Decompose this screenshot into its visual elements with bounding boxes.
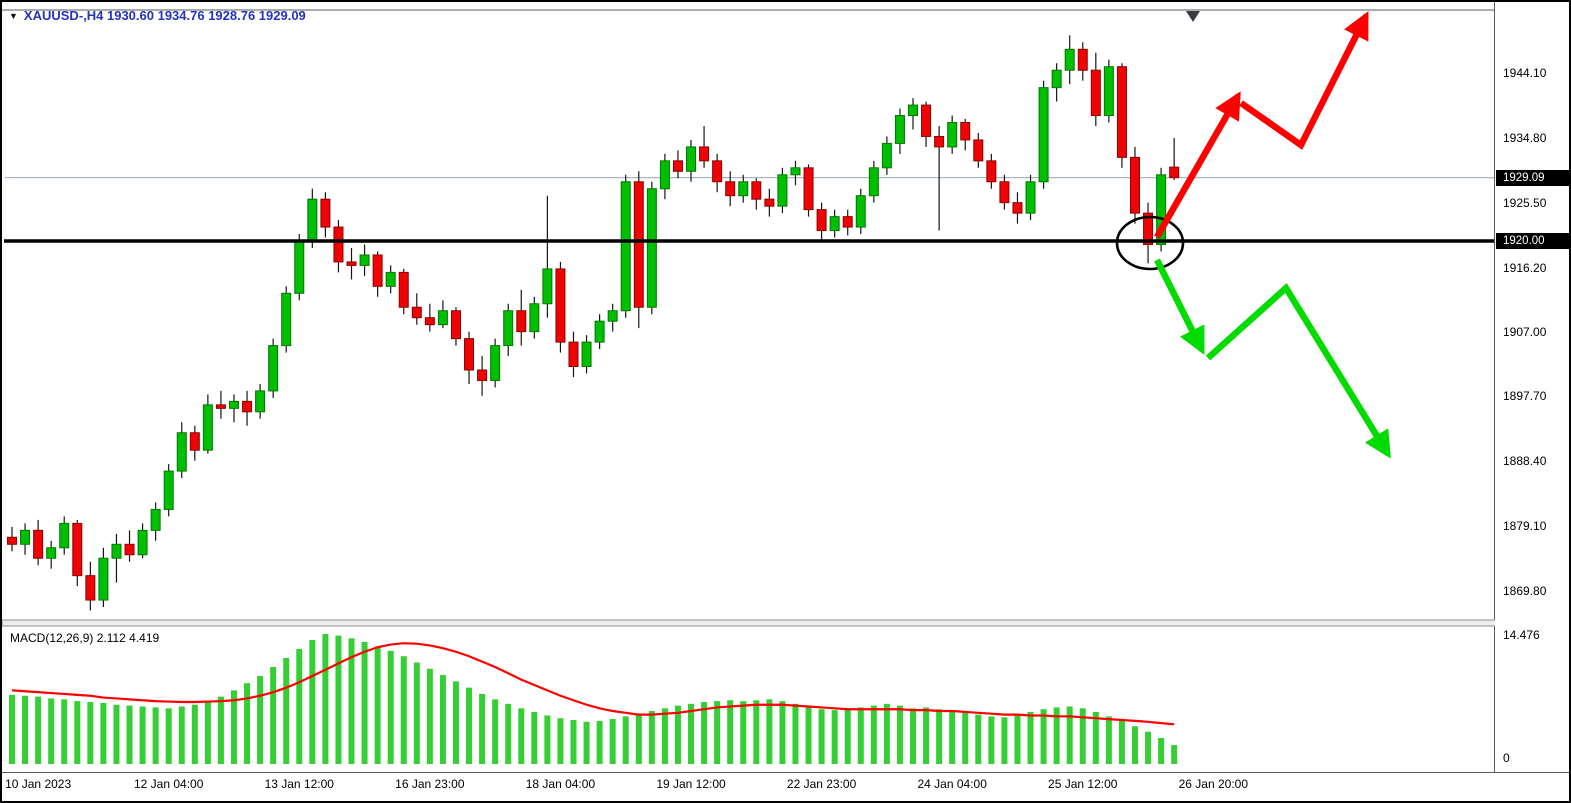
time-tick-label: 16 Jan 23:00 — [395, 777, 465, 791]
symbol-ohlc-text: XAUUSD-,H4 1930.60 1934.76 1928.76 1929.… — [23, 8, 306, 23]
time-tick-label: 10 Jan 2023 — [5, 777, 72, 791]
price-tick-label: 1897.70 — [1503, 389, 1547, 404]
chart-shift-marker-icon[interactable] — [1186, 11, 1200, 22]
level-price-badge: 1920.00 — [1496, 233, 1569, 250]
macd-axis-max-label: 14.476 — [1503, 628, 1540, 642]
price-tick-label: 1888.40 — [1503, 454, 1547, 469]
price-tick-label: 1934.80 — [1503, 130, 1547, 145]
macd-indicator-label: MACD(12,26,9) 2.112 4.419 — [10, 631, 160, 645]
price-axis[interactable]: 1929.09 1920.00 1944.10 1934.80 1925.50 191… — [1495, 2, 1569, 772]
current-price-badge: 1929.09 — [1496, 169, 1569, 186]
time-tick-label: 24 Jan 04:00 — [917, 777, 987, 791]
price-tick-label: 1925.50 — [1503, 195, 1547, 210]
time-tick-label: 26 Jan 20:00 — [1178, 777, 1249, 791]
price-tick-label: 1944.10 — [1503, 66, 1547, 80]
time-tick-label: 12 Jan 04:00 — [133, 777, 204, 791]
price-tick-label: 1879.10 — [1503, 519, 1547, 534]
price-tick-label: 1916.20 — [1503, 260, 1547, 275]
time-axis[interactable]: 10 Jan 2023 12 Jan 04:00 13 Jan 12:00 16 Ja… — [2, 773, 1494, 801]
time-tick-label: 18 Jan 04:00 — [525, 777, 596, 791]
price-tick-label: 1907.00 — [1503, 324, 1547, 339]
time-tick-label: 13 Jan 12:00 — [264, 777, 334, 791]
symbol-info-bar: ▼ XAUUSD-,H4 1930.60 1934.76 1928.76 192… — [9, 8, 306, 23]
price-tick-label: 1869.80 — [1503, 584, 1547, 598]
time-tick-label: 25 Jan 12:00 — [1048, 777, 1118, 791]
macd-indicator-panel[interactable] — [2, 627, 1494, 771]
macd-axis-min-label: 0 — [1503, 751, 1510, 765]
main-chart-area[interactable] — [2, 11, 1494, 619]
symbol-dropdown-icon[interactable]: ▼ — [9, 10, 18, 21]
time-tick-label: 19 Jan 12:00 — [656, 777, 726, 791]
time-tick-label: 22 Jan 23:00 — [786, 777, 857, 791]
